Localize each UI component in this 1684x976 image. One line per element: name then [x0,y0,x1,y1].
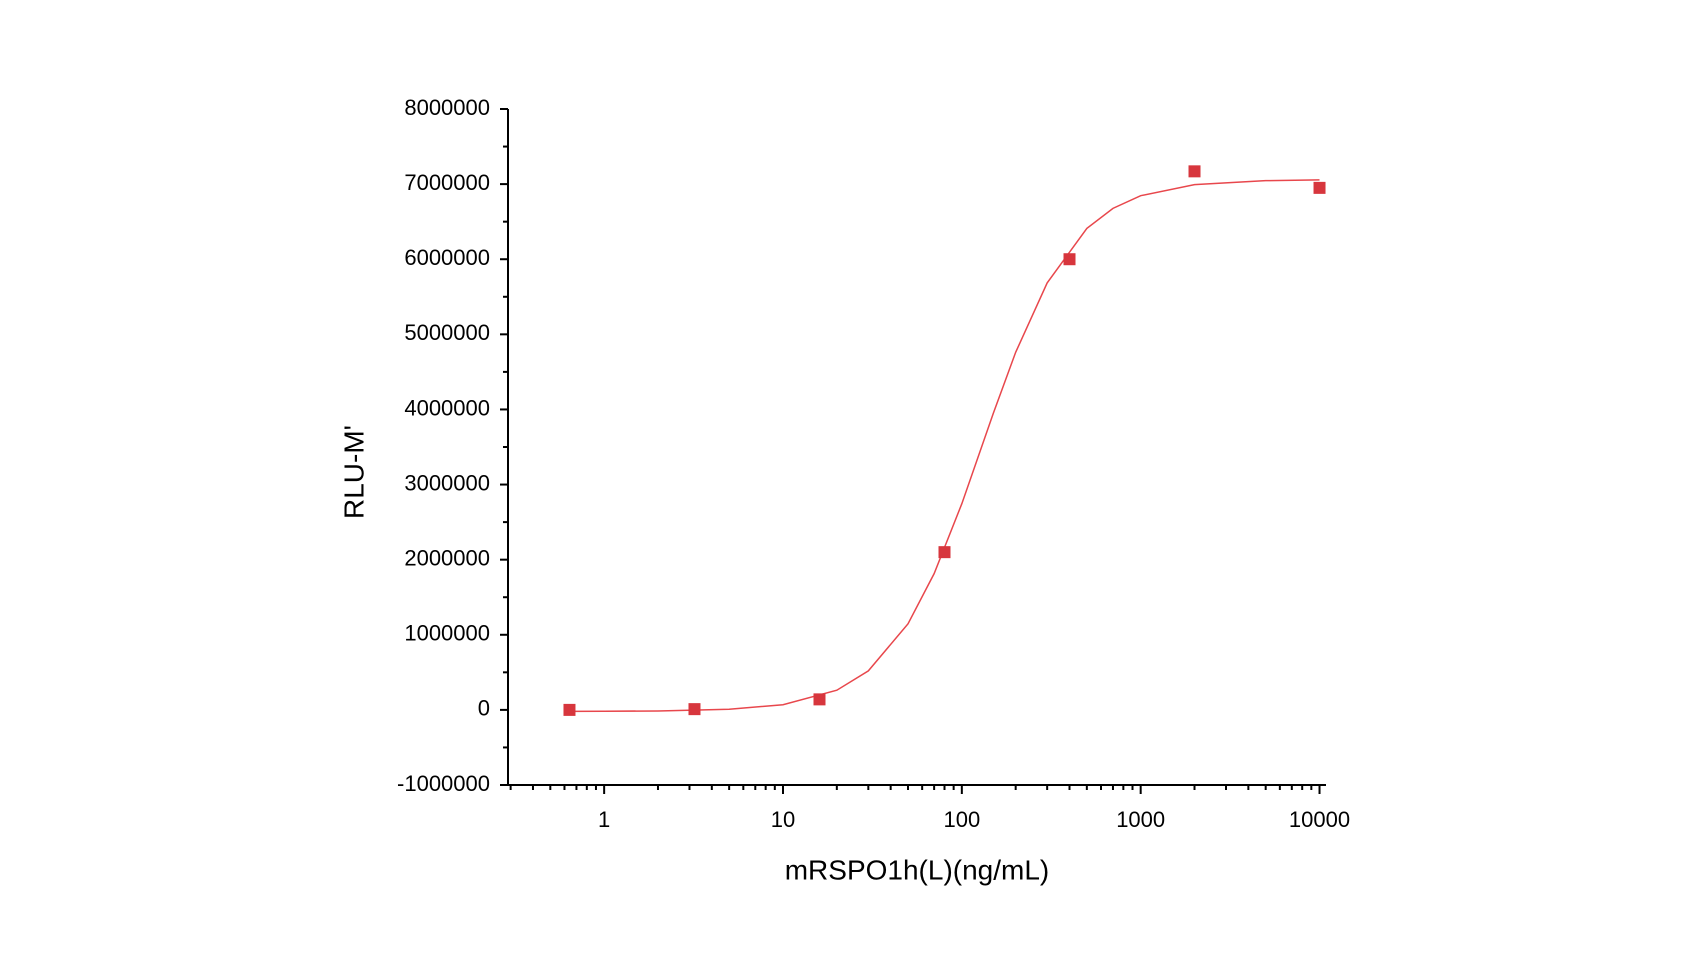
data-point [688,703,701,716]
y-tick-label: 7000000 [404,170,490,195]
data-point [1063,253,1076,266]
y-axis-title: RLU-M' [338,425,369,519]
x-tick-label: 10 [771,807,795,832]
y-tick-label: 1000000 [404,621,490,646]
y-tick-label: -1000000 [397,771,490,796]
x-tick-label: 1000 [1116,807,1165,832]
y-tick-label: 5000000 [404,320,490,345]
data-point [1188,165,1201,178]
y-tick-label: 4000000 [404,395,490,420]
data-point [813,693,826,706]
x-axis-title: mRSPO1h(L)(ng/mL) [785,854,1050,885]
y-tick-label: 3000000 [404,470,490,495]
y-tick-label: 0 [478,696,490,721]
x-tick-label: 100 [943,807,980,832]
data-point [938,546,951,559]
y-tick-label: 8000000 [404,95,490,120]
x-tick-label: 10000 [1289,807,1350,832]
data-point [1313,181,1326,194]
data-point [563,703,576,716]
y-tick-label: 6000000 [404,245,490,270]
y-tick-label: 2000000 [404,545,490,570]
fit-curve [569,179,1320,713]
x-tick-label: 1 [598,807,610,832]
